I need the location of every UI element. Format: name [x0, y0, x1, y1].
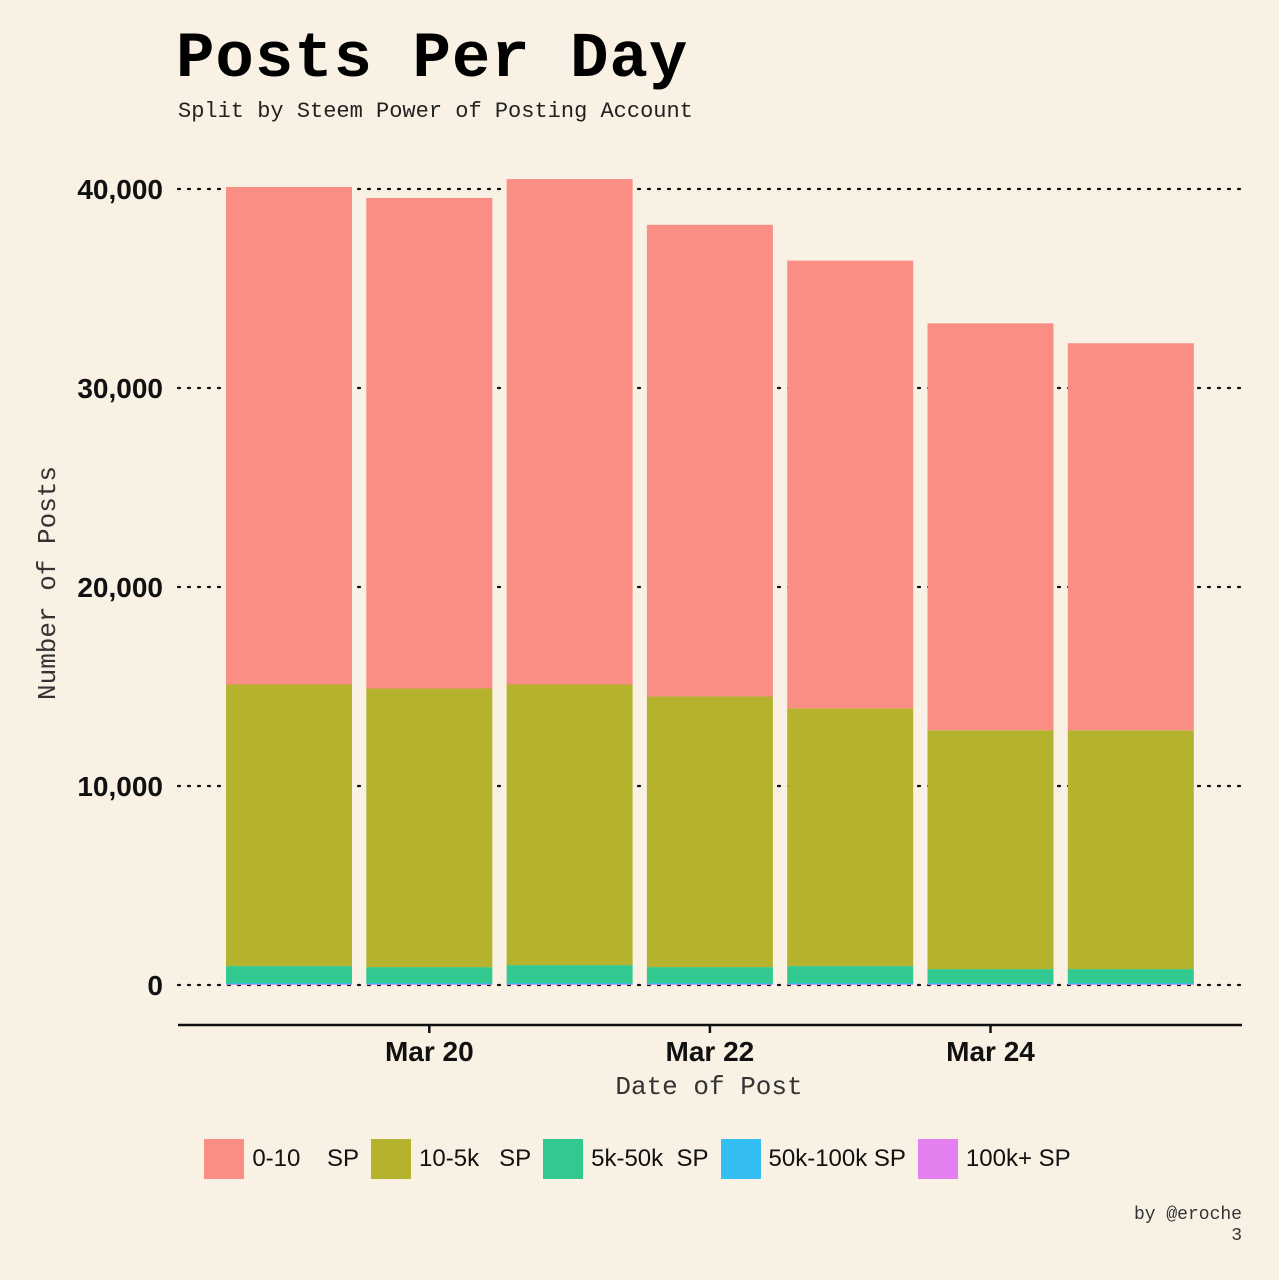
- y-tick-label: 40,000: [77, 174, 163, 205]
- credit-page-number: 3: [1231, 1226, 1242, 1246]
- bar-segment: [927, 969, 1054, 984]
- bar-segment: [787, 984, 914, 985]
- y-tick-label: 10,000: [77, 771, 163, 802]
- legend-swatch: [543, 1139, 584, 1179]
- bar-segment: [1067, 983, 1194, 985]
- bar-segment: [366, 197, 493, 689]
- bar-segment: [506, 984, 633, 985]
- y-tick-label: 30,000: [77, 373, 163, 404]
- x-tick-label: Mar 22: [666, 1036, 755, 1067]
- legend-item: 5k-50k SP: [543, 1139, 712, 1179]
- legend-swatch: [917, 1139, 958, 1179]
- chart-plot: 0 10,000 20,000 30,000 40,000 Mar 20 Mar 22 Mar…: [33, 174, 1244, 1102]
- bar-segment: [226, 966, 352, 984]
- bar-segment: [1067, 343, 1194, 731]
- legend-item: 50k-100k SP: [720, 1139, 910, 1179]
- bar-segment: [927, 984, 1054, 985]
- legend-label: 10-5k SP: [419, 1145, 532, 1172]
- legend-item: 10-5k SP: [371, 1139, 535, 1179]
- bar-segment: [646, 984, 773, 985]
- bar-segment: [927, 323, 1054, 731]
- x-tick-label: Mar 24: [946, 1036, 1035, 1067]
- credit-author: by @eroche: [1133, 1205, 1242, 1225]
- legend-swatch: [204, 1139, 245, 1179]
- bar-segment: [1067, 984, 1194, 985]
- bar-segment: [226, 187, 352, 685]
- credit: by @eroche 3: [1134, 1205, 1242, 1247]
- bar-segment: [226, 983, 352, 985]
- bar-segment: [1067, 730, 1194, 970]
- chart-legend: 0-10 SP 10-5k SP 5k-50k SP 50k-100k SP 100k+…: [0, 1137, 1279, 1181]
- chart-title: Posts Per Day: [176, 24, 689, 96]
- legend-label: 0-10 SP: [252, 1145, 360, 1172]
- legend-swatch: [371, 1139, 412, 1179]
- bar-segment: [1067, 969, 1194, 984]
- bar-segment: [366, 983, 493, 985]
- legend-item: 0-10 SP: [204, 1139, 363, 1179]
- bar-segment: [787, 708, 914, 967]
- x-axis-title: Date of Post: [615, 1072, 802, 1102]
- bar-segment: [506, 983, 633, 985]
- bar-segment: [646, 983, 773, 985]
- bar-segment: [646, 967, 773, 984]
- bar-segment: [366, 688, 493, 968]
- legend-label: 5k-50k SP: [591, 1145, 709, 1172]
- chart-subtitle: Split by Steem Power of Posting Account: [178, 99, 693, 124]
- x-tick-label: Mar 20: [385, 1036, 474, 1067]
- legend-item: 100k+ SP: [917, 1139, 1075, 1179]
- bar-segment: [787, 983, 914, 985]
- legend-label: 50k-100k SP: [768, 1145, 906, 1172]
- legend-label: 100k+ SP: [965, 1145, 1071, 1172]
- bar-segment: [787, 966, 914, 984]
- bar-segment: [646, 224, 773, 697]
- legend-swatch: [720, 1139, 761, 1179]
- bar-segment: [927, 730, 1054, 970]
- y-tick-label: 20,000: [77, 572, 163, 603]
- bar-segment: [226, 684, 352, 967]
- bar-segment: [506, 965, 633, 984]
- bar-segment: [226, 984, 352, 985]
- bar-segment: [506, 179, 633, 685]
- bar-segment: [366, 984, 493, 985]
- bar-segment: [646, 696, 773, 968]
- bar-segment: [506, 684, 633, 966]
- bar-segment: [366, 967, 493, 984]
- y-tick-label: 0: [147, 970, 163, 1001]
- y-axis-title: Number of Posts: [33, 466, 63, 700]
- bar-segment: [787, 260, 914, 709]
- bar-segment: [927, 983, 1054, 985]
